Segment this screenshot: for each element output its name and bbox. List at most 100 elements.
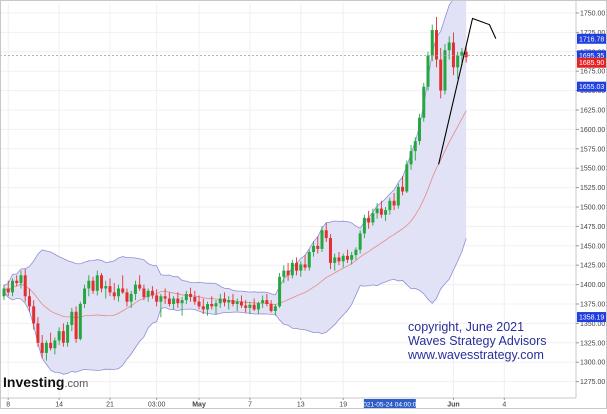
candle[interactable] [269,300,273,313]
candle[interactable] [333,253,337,271]
candle[interactable] [206,301,210,316]
candle[interactable] [290,259,294,279]
candle[interactable] [278,272,282,308]
candle[interactable] [244,300,248,313]
candle[interactable] [439,47,443,99]
candle[interactable] [413,137,417,161]
candle[interactable] [218,293,222,308]
candle[interactable] [150,286,154,299]
candle[interactable] [23,269,27,302]
candle[interactable] [87,275,91,297]
candle[interactable] [27,288,31,312]
candle[interactable] [337,252,341,266]
candle[interactable] [316,236,320,254]
candle[interactable] [248,301,252,315]
candle[interactable] [354,247,358,260]
candle[interactable] [295,257,299,276]
candle[interactable] [15,275,19,287]
candle[interactable] [371,208,375,226]
candle[interactable] [265,293,269,307]
candle[interactable] [142,284,146,301]
candle[interactable] [430,24,434,62]
candle[interactable] [184,290,188,304]
candle[interactable] [167,292,171,307]
candle[interactable] [197,295,201,310]
candle[interactable] [66,321,70,347]
candle[interactable] [19,270,23,289]
candle[interactable] [201,298,205,315]
candle[interactable] [227,296,231,310]
candle[interactable] [396,183,400,209]
candle[interactable] [312,241,316,257]
candle[interactable] [32,300,36,330]
candle[interactable] [231,293,235,307]
candle[interactable] [239,295,243,308]
candle[interactable] [320,226,324,253]
candle[interactable] [286,262,290,281]
candle[interactable] [222,292,226,307]
candle[interactable] [235,298,239,311]
candle[interactable] [367,210,371,229]
candle[interactable] [78,301,82,341]
candle[interactable] [121,275,125,294]
candle[interactable] [91,276,95,294]
candle[interactable] [180,297,184,316]
candle[interactable] [307,249,311,271]
candle[interactable] [434,16,438,68]
candle[interactable] [324,222,328,242]
candle[interactable] [193,290,197,305]
candle[interactable] [36,317,40,347]
candle[interactable] [261,295,265,308]
candle[interactable] [53,337,57,355]
candle[interactable] [129,290,133,308]
candle[interactable] [379,200,383,218]
candle[interactable] [401,175,405,196]
candle[interactable] [418,113,422,145]
candle[interactable] [362,214,366,239]
candle[interactable] [345,249,349,263]
candle[interactable] [405,160,409,194]
candle[interactable] [214,300,218,315]
candle[interactable] [155,289,159,307]
candle[interactable] [426,51,430,91]
candle[interactable] [108,278,112,297]
candle[interactable] [104,280,108,299]
candle[interactable] [2,284,6,301]
candle[interactable] [6,280,10,297]
candle[interactable] [172,296,176,310]
candle[interactable] [189,287,193,302]
candle[interactable] [146,288,150,302]
candle[interactable] [163,288,167,304]
candle[interactable] [10,278,14,297]
candle[interactable] [451,32,455,76]
candle[interactable] [328,234,332,270]
candle[interactable] [392,193,396,211]
candle[interactable] [95,270,99,296]
candle[interactable] [74,306,78,343]
candle[interactable] [125,288,129,307]
candle[interactable] [40,335,44,359]
candle[interactable] [133,280,137,301]
candle[interactable] [112,283,116,301]
candle[interactable] [273,304,277,316]
candle[interactable] [384,207,388,221]
candle[interactable] [443,44,447,95]
candle[interactable] [256,301,260,315]
candle[interactable] [138,275,142,291]
candle[interactable] [49,332,53,351]
candle[interactable] [350,252,354,265]
candle[interactable] [83,284,87,308]
candle[interactable] [61,323,65,347]
candle[interactable] [303,255,307,271]
candle[interactable] [70,307,74,332]
candle[interactable] [409,144,413,170]
candle[interactable] [116,284,120,302]
candle[interactable] [44,340,48,361]
candle[interactable] [282,265,286,284]
candle[interactable] [210,296,214,310]
candle[interactable] [341,253,345,268]
candle[interactable] [358,230,362,254]
candle[interactable] [176,292,180,308]
candle[interactable] [464,45,468,63]
